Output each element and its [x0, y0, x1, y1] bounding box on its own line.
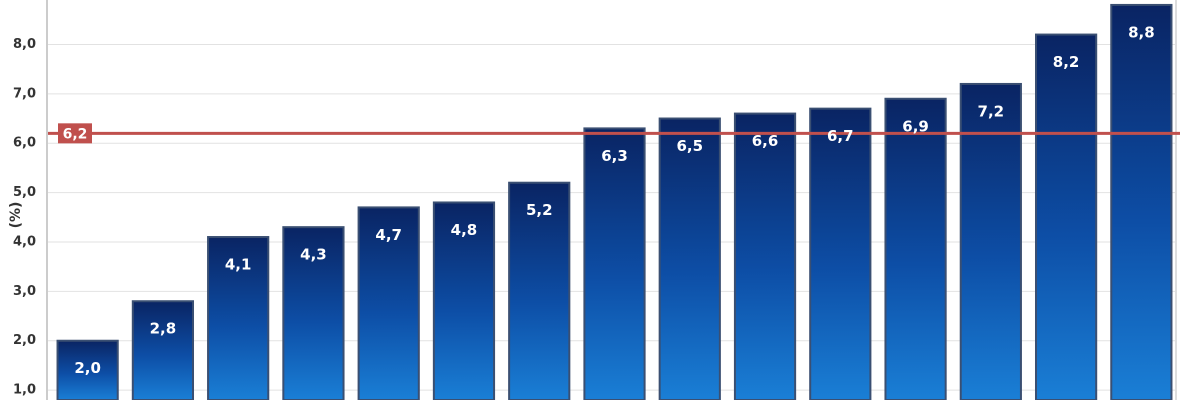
bar: [207, 236, 270, 400]
value-label: 4,1: [225, 256, 252, 274]
y-tick-label: 4,0: [13, 234, 36, 249]
reference-label-box: [58, 123, 92, 144]
y-tick-label: 1,0: [13, 383, 36, 398]
bar: [959, 82, 1022, 400]
value-label: 7,2: [978, 102, 1005, 120]
y-tick-label: 3,0: [13, 284, 36, 299]
value-label: 2,0: [74, 359, 101, 377]
bar: [131, 300, 195, 400]
bar: [583, 127, 646, 400]
value-label: 6,9: [902, 117, 929, 135]
value-label: 5,2: [526, 201, 553, 219]
value-label: 6,6: [752, 132, 779, 150]
bar: [282, 226, 345, 400]
bar: [1110, 3, 1173, 400]
bar: [56, 339, 119, 400]
y-tick-label: 5,0: [13, 185, 36, 200]
value-label: 6,7: [827, 127, 854, 145]
value-label: 6,5: [676, 137, 703, 155]
y-tick-label: 8,0: [13, 37, 36, 52]
bar: [357, 206, 420, 400]
value-label: 8,8: [1128, 23, 1155, 41]
bar: [1034, 33, 1098, 400]
value-label: 4,8: [451, 221, 478, 239]
reference-label: 6,2: [63, 126, 88, 142]
value-label: 8,2: [1053, 53, 1080, 71]
value-label: 4,7: [375, 226, 402, 244]
bar: [658, 117, 721, 400]
y-axis-label: (%): [8, 202, 24, 229]
value-label: 2,8: [150, 320, 177, 338]
y-tick-label: 7,0: [13, 86, 36, 101]
value-label: 6,3: [601, 147, 628, 165]
y-tick-label: 2,0: [13, 333, 36, 348]
bar: [432, 201, 496, 400]
bar: [733, 112, 797, 400]
bar: [884, 97, 947, 400]
bar: [809, 107, 872, 400]
bar: [508, 181, 571, 400]
value-label: 4,3: [300, 246, 327, 264]
y-tick-label: 6,0: [13, 136, 36, 151]
